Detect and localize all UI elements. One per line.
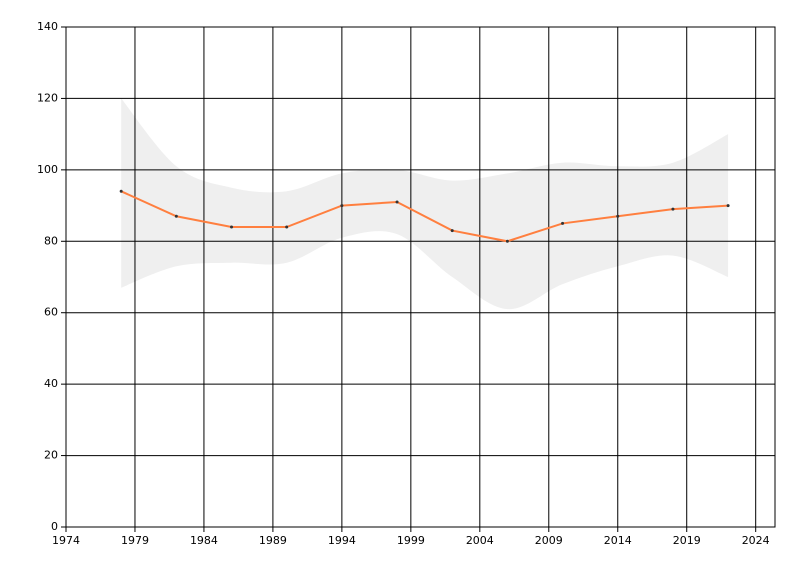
x-tick-label: 1989	[259, 534, 287, 547]
data-point	[119, 189, 123, 193]
x-tick-label: 1979	[121, 534, 149, 547]
x-tick-label: 1999	[397, 534, 425, 547]
x-tick-label: 2019	[673, 534, 701, 547]
data-point	[561, 221, 565, 225]
data-point	[616, 214, 620, 218]
y-tick-label: 140	[37, 20, 58, 33]
y-tick-label: 80	[44, 234, 58, 247]
x-tick-label: 2024	[742, 534, 770, 547]
y-tick-label: 20	[44, 449, 58, 462]
x-tick-label: 2009	[535, 534, 563, 547]
data-point	[285, 225, 289, 229]
data-point	[230, 225, 234, 229]
data-point	[450, 229, 454, 233]
plot-frame	[65, 26, 776, 528]
data-point	[505, 239, 509, 243]
x-tick-label: 2004	[466, 534, 494, 547]
data-point	[340, 204, 344, 208]
x-tick-label: 2014	[604, 534, 632, 547]
x-tick-label: 1974	[52, 534, 80, 547]
y-tick-label: 100	[37, 163, 58, 176]
y-tick-label: 120	[37, 91, 58, 104]
data-point	[726, 204, 730, 208]
data-point	[174, 214, 178, 218]
x-tick-label: 1994	[328, 534, 356, 547]
data-point	[395, 200, 399, 204]
y-tick-label: 60	[44, 306, 58, 319]
data-line	[120, 190, 729, 243]
y-tick-label: 40	[44, 377, 58, 390]
x-tick-label: 1984	[190, 534, 218, 547]
y-tick-label: 0	[51, 520, 58, 533]
confidence-band	[121, 98, 729, 310]
data-point	[671, 207, 675, 211]
